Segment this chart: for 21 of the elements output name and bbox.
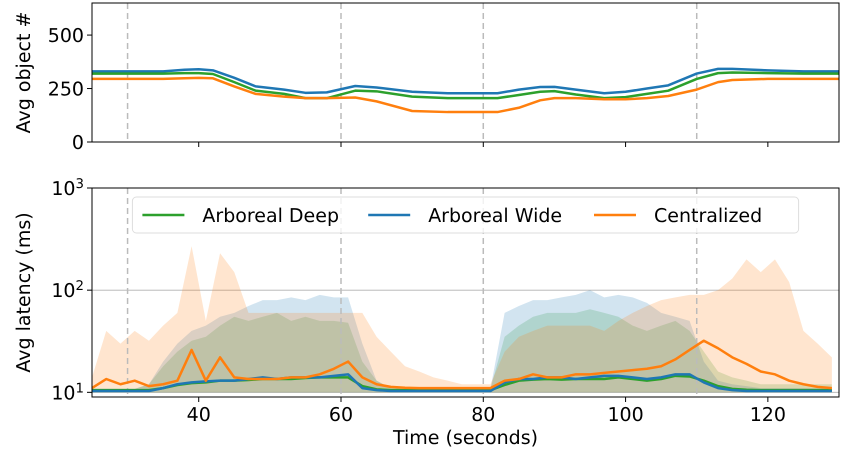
y-tick-label: 10$^{2}$ [51,278,84,302]
y-tick-label: 0 [72,132,84,154]
y-tick-label: 10$^{3}$ [51,176,84,200]
line-series [90,68,840,94]
legend-label: Centralized [654,205,762,227]
y-tick-label: 500 [48,25,84,48]
legend-label: Arboreal Wide [428,205,562,227]
x-axis-title: Time (seconds) [392,427,538,449]
line-series [90,71,840,100]
legend-label: Arboreal Deep [202,205,340,227]
line-series [90,339,834,390]
x-tick-label: 60 [328,404,354,426]
x-tick-label: 120 [750,404,786,426]
y-tick-label: 10$^{1}$ [51,380,84,404]
x-tick-label: 100 [607,404,644,426]
line-series [90,76,840,114]
y-tick-label: 250 [48,78,84,101]
x-tick-label: 80 [471,404,496,426]
y-axis-title: Avg latency (ms) [13,212,35,373]
x-tick-label: 40 [186,404,211,426]
y-axis-title: Avg object # [13,12,35,134]
